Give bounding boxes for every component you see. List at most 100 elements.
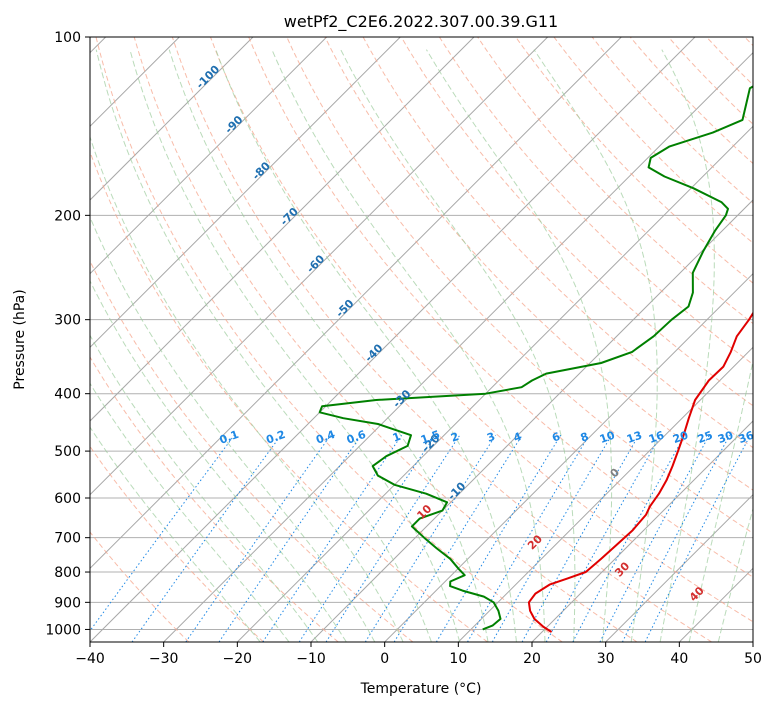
isotherm-10 [457,346,753,642]
y-tick-label: 500 [54,444,81,460]
dry-adiabat [515,37,753,284]
isotherm--100 [90,37,254,201]
mixing-ratio-line [491,434,613,642]
series-lines [318,85,753,633]
dry-adiabat [400,37,753,407]
mixing-ratio-line [435,434,562,642]
y-tick-label: 600 [54,491,81,507]
mixing-ratio-label: 20 [671,428,690,446]
x-axis-label: Temperature (°C) [360,681,482,697]
zero-label: 0 [608,466,623,481]
dry-adiabat [171,37,712,642]
dry-adiabat [133,37,638,642]
mixing-ratio-label: 0.4 [314,428,337,447]
dry-adiabat [591,37,753,204]
mixing-ratio-line [644,434,751,642]
x-tick-label: 0 [380,651,389,667]
mixing-ratio-line [572,434,686,642]
x-tick-label: −10 [296,651,326,667]
axes: −40 −30 −20 −10 0 10 20 30 40 5010020030040050060… [45,30,762,667]
mixing-ratio-line [521,434,640,642]
moist-adiabat [90,426,261,642]
moist-adiabat [168,49,489,642]
isotherm--10 [310,199,753,642]
dry-adiabat [477,37,753,325]
moist-adiabat [688,358,753,642]
mixing-ratio-line [599,434,710,642]
dry-adiabat [90,150,488,642]
isotherm-label: -40 [362,341,385,364]
isotherm--20 [236,125,753,642]
moist-adiabat [95,49,432,642]
mixing-ratio-line [545,434,662,642]
isotherm-label: -90 [222,113,245,136]
moist-adiabat-label: 20 [525,532,545,552]
mixing-ratio-line [467,434,590,642]
profile-line-2 [318,85,753,631]
moist-adiabat [425,49,613,642]
moist-adiabat [90,279,347,642]
dry-adiabat [744,37,753,47]
profile-line-1 [527,311,753,633]
mixing-ratio-label: 13 [625,429,644,446]
y-tick-label: 100 [54,30,81,46]
dry-adiabat [90,531,190,642]
isotherm-label: -30 [390,387,413,410]
x-tick-label: −20 [223,651,253,667]
mixing-ratio-label: 16 [647,428,666,446]
mixing-ratio-line [90,434,235,632]
mixing-ratio-label: 25 [696,429,715,446]
moist-adiabat-label: 10 [414,502,434,522]
plot-frame [89,36,754,643]
mixing-ratio-line [621,434,731,642]
mixing-ratio-label: 0.1 [218,428,241,447]
isotherm--50 [90,37,622,570]
x-tick-label: −40 [75,651,105,667]
moist-adiabat [90,135,404,642]
moist-adiabat-label: 40 [687,584,707,604]
dry-adiabat [362,37,753,449]
y-axis-label: Pressure (hPa) [12,289,28,389]
isotherm-label: -50 [333,297,356,320]
y-tick-label: 200 [54,208,81,224]
x-tick-label: −30 [149,651,179,667]
mixing-ratio-label: 4 [512,430,524,445]
mixing-ratio-line [262,434,403,642]
mixing-ratio-line [325,434,461,642]
line-labels: -100-90-80-70-60-50-40-30-20-100.1 0.2 0.4… [194,63,756,605]
moist-adiabat [90,382,290,642]
isotherm--90 [90,37,328,275]
dry-adiabat [95,37,563,642]
mixing-ratio-line [218,434,362,642]
x-tick-label: 40 [670,651,688,667]
mixing-ratio-line [393,434,523,642]
mixing-ratio-line [131,434,282,642]
dry-adiabat [210,37,753,623]
isotherm-50 [752,641,753,642]
dry-adiabat [90,259,414,642]
moist-adiabat [90,215,376,642]
mixing-ratio-line [364,434,497,642]
moist-adiabat [340,49,576,642]
x-tick-label: 30 [597,651,615,667]
chart-title: wetPf2_C2E6.2022.307.00.39.G11 [284,12,558,32]
moist-adiabat [215,49,517,642]
mixing-ratio-line [185,434,332,642]
moist-adiabat [717,506,753,642]
dry-adiabat [438,37,753,366]
y-tick-label: 300 [54,313,81,329]
y-tick-label: 900 [54,595,81,611]
isotherm-label: -100 [194,63,223,92]
dry-adiabat [324,37,753,491]
isotherm-label: -60 [304,252,327,275]
y-tick-label: 400 [54,387,81,403]
moist-adiabat [271,49,546,642]
mixing-ratio-label: 1.5 [419,428,442,447]
isotherm-label: -10 [445,479,468,502]
dry-adiabat [90,356,339,642]
mixing-ratio-label: 10 [598,428,617,446]
isotherm--80 [90,37,401,349]
mixing-ratio-label: 1 [391,430,403,445]
mixing-ratio-label: 3 [485,430,497,445]
